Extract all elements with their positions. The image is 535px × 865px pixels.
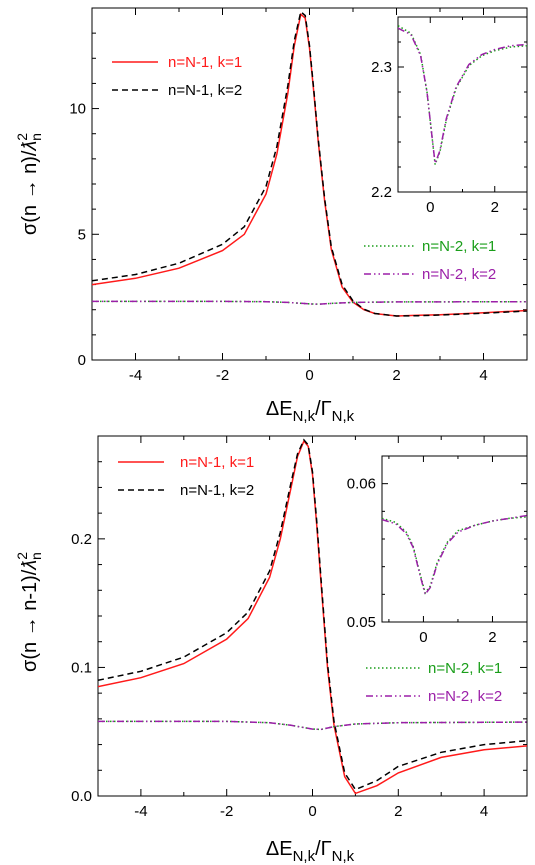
chart1-x-axis-label-main: ΔE xyxy=(266,838,293,860)
top-panel: -4 -2 0 2 4 0 5 10 n=N-1, k=1 n=N-1, k=2 n=N-2, k=… xyxy=(14,7,528,425)
chart1-ytick-label: 0.2 xyxy=(71,531,92,548)
chart0-inset-ytick-label: 2.2 xyxy=(371,184,392,201)
chart0-y-axis-label-lambda: ƛ xyxy=(19,141,41,152)
chart1-ytick-label: 0.1 xyxy=(71,659,92,676)
chart1-inset-series-line-1 xyxy=(382,516,527,595)
chart1-legend-main-label-1: n=N-1, k=1 xyxy=(180,454,254,471)
chart1-series-line-2 xyxy=(98,438,527,791)
chart0-x-axis-label: ΔEN,k/ΓN,k xyxy=(266,398,355,425)
chart1-legend-lower-label-2: n=N-2, k=2 xyxy=(428,688,502,705)
chart1-legend-main-label-2: n=N-1, k=2 xyxy=(180,482,254,499)
chart0-xtick-label: 2 xyxy=(392,367,400,384)
chart1-y-axis-label-sup: 2 xyxy=(14,552,30,560)
chart0-xtick-label: 4 xyxy=(479,367,487,384)
chart0-legend-main-label-2: n=N-1, k=2 xyxy=(168,82,242,99)
chart1-xtick-label: 4 xyxy=(480,803,488,820)
chart1-ytick-label: 0.0 xyxy=(71,788,92,805)
chart1-legend-lower-label-1: n=N-2, k=1 xyxy=(428,660,502,677)
chart1-inset-ytick-label: 0.05 xyxy=(347,614,376,631)
chart0-series-line-3 xyxy=(92,300,527,305)
chart0-inset-series-line-2 xyxy=(398,27,527,164)
chart1-series-line-1 xyxy=(98,439,527,795)
chart0-series-line-4 xyxy=(92,300,527,305)
chart0-y-axis-label-sub: n xyxy=(28,133,44,141)
chart1-inset: 0 2 0.05 0.06 xyxy=(347,455,528,646)
chart1-xtick-label: 2 xyxy=(394,803,402,820)
chart0-legend-main-label-1: n=N-1, k=1 xyxy=(168,54,242,71)
chart1-xtick-label: -4 xyxy=(134,803,147,820)
chart1-xtick-label: -2 xyxy=(220,803,233,820)
chart0-y-axis-label: σ(n → n)/ƛ2n xyxy=(14,133,44,235)
chart1-y-axis-label-sub: n xyxy=(28,552,44,560)
chart1-x-axis-label-sub1: N,k xyxy=(293,848,316,865)
chart0-series-line-2 xyxy=(92,10,527,317)
chart0-xtick-label: 0 xyxy=(305,367,313,384)
chart0-inset-ytick-label: 2.3 xyxy=(371,59,392,76)
chart1-x-axis-label: ΔEN,k/ΓN,k xyxy=(266,838,355,865)
chart0-inset-frame xyxy=(397,16,528,193)
chart0-x-axis-label-sub2: N,k xyxy=(332,408,355,425)
chart0-xtick-label: -2 xyxy=(216,367,229,384)
chart0-ytick-label: 0 xyxy=(78,352,86,369)
chart0-x-axis-label-slash: /Γ xyxy=(315,398,332,420)
chart0-ytick-label: 10 xyxy=(69,101,86,118)
chart1-inset-ytick-label: 0.06 xyxy=(347,476,376,493)
chart0-inset-xtick-label: 0 xyxy=(426,199,434,216)
chart0-xtick-label: -4 xyxy=(129,367,142,384)
chart0-ytick-label: 5 xyxy=(78,226,86,243)
chart1-xtick-label: 0 xyxy=(308,803,316,820)
chart1-x-axis-label-slash: /Γ xyxy=(315,838,332,860)
chart1-y-axis-label: σ(n → n-1)/ƛ2n xyxy=(14,552,44,672)
chart1-y-axis-label-lambda: ƛ xyxy=(19,560,41,571)
chart0-x-axis-label-main: ΔE xyxy=(266,398,293,420)
chart1-y-axis-label-main: σ(n → n-1)/ xyxy=(19,569,41,672)
chart0-y-axis-label-sup: 2 xyxy=(14,133,30,141)
chart1-x-axis-label-sub2: N,k xyxy=(332,848,355,865)
chart1-inset-xtick-label: 2 xyxy=(488,629,496,646)
chart1-inset-frame xyxy=(381,455,528,623)
chart0-legend-lower-label-1: n=N-2, k=1 xyxy=(422,238,496,255)
chart0-x-axis-label-sub1: N,k xyxy=(293,408,316,425)
chart1-inset-xtick-label: 0 xyxy=(419,629,427,646)
chart0-inset: 0 2 2.2 2.3 xyxy=(371,16,528,216)
bottom-panel: -4 -2 0 2 4 0.0 0.1 0.2 n=N-1, k=1 n=N-1, k=2 n=N-… xyxy=(14,435,528,865)
chart0-legend-lower-label-2: n=N-2, k=2 xyxy=(422,266,496,283)
chart1-series-line-4 xyxy=(98,720,527,731)
chart0-inset-xtick-label: 2 xyxy=(491,199,499,216)
chart0-y-axis-label-main: σ(n → n)/ xyxy=(19,150,41,235)
